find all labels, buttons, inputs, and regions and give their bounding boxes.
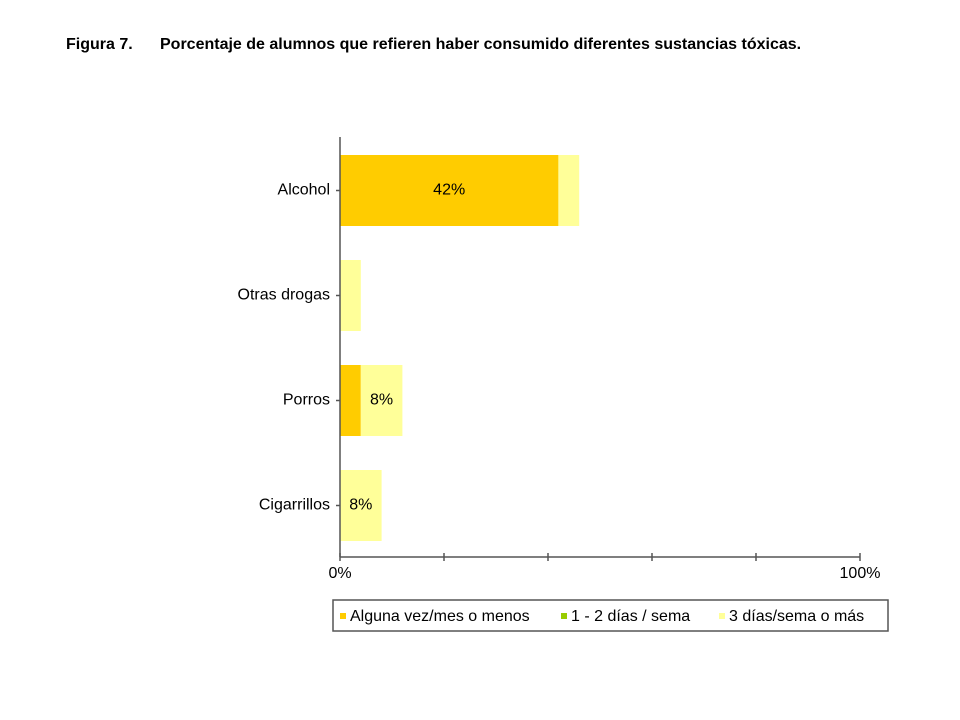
data-label: 42% — [433, 182, 465, 199]
y-tick-label: Alcohol — [278, 182, 330, 199]
chart-title: Porcentaje de alumnos que refieren haber… — [160, 36, 801, 53]
y-tick-label: Porros — [283, 392, 330, 409]
legend-swatch — [561, 613, 567, 619]
figure-label: Figura 7. — [66, 36, 133, 53]
legend-label: Alguna vez/mes o menos — [350, 608, 530, 625]
bar-segment — [340, 260, 361, 331]
y-tick-label: Otras drogas — [238, 287, 330, 304]
x-tick-label: 100% — [840, 565, 881, 582]
legend-box — [332, 599, 889, 632]
x-tick-label: 0% — [328, 565, 351, 582]
legend-swatch — [719, 613, 725, 619]
legend-label: 3 días/sema o más — [729, 608, 864, 625]
legend-label: 1 - 2 días / sema — [571, 608, 690, 625]
bar-segment — [360, 365, 403, 436]
bar-segment — [340, 155, 559, 226]
legend-swatch — [340, 613, 346, 619]
data-label: 8% — [370, 392, 393, 409]
bar-segment — [558, 155, 580, 226]
data-label: 8% — [349, 497, 372, 514]
bar-segment — [340, 470, 382, 541]
bar-segment — [340, 365, 361, 436]
y-tick-label: Cigarrillos — [259, 497, 330, 514]
